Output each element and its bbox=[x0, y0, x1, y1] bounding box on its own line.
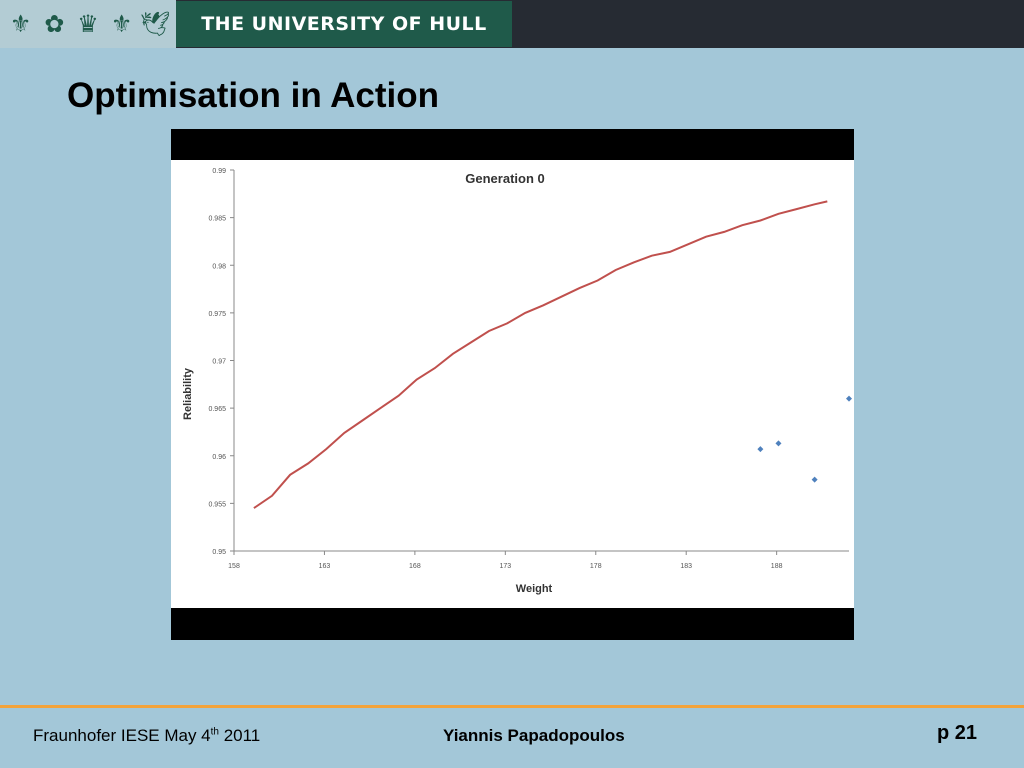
data-point bbox=[811, 476, 818, 483]
chart-ticks: 0.95 0.955 0.96 0.965 0.97 0.975 0.98 0.985 0.99… bbox=[208, 168, 782, 570]
crest-strip: ⚜ ✿ ♛ ⚜ 🕊 bbox=[0, 0, 176, 48]
x-tick-label: 178 bbox=[590, 563, 602, 570]
rose-icon: ✿ bbox=[44, 10, 65, 38]
university-logo: THE UNIVERSITY OF HULL bbox=[176, 1, 512, 47]
chart-area: 0.95 0.955 0.96 0.965 0.97 0.975 0.98 0.985 0.99… bbox=[171, 160, 854, 608]
x-tick-label: 183 bbox=[680, 563, 692, 570]
y-tick-label: 0.98 bbox=[212, 263, 226, 270]
footer-event-suffix: 2011 bbox=[218, 726, 261, 745]
bird-icon: 🕊 bbox=[140, 10, 171, 38]
x-axis-label: Weight bbox=[516, 583, 553, 595]
reliability-chart: 0.95 0.955 0.96 0.965 0.97 0.975 0.98 0.985 0.99… bbox=[182, 168, 852, 595]
footer-event-prefix: Fraunhofer IESE May 4 bbox=[33, 726, 211, 745]
university-name: THE UNIVERSITY OF HULL bbox=[201, 13, 487, 35]
y-tick-label: 0.965 bbox=[208, 406, 226, 413]
footer-event: Fraunhofer IESE May 4th 2011 bbox=[33, 726, 260, 746]
chart-title: Generation 0 bbox=[465, 171, 544, 186]
x-tick-label: 168 bbox=[409, 563, 421, 570]
y-axis-label: Reliability bbox=[182, 367, 194, 420]
y-tick-label: 0.99 bbox=[212, 168, 226, 175]
crown-icon: ♛ bbox=[77, 10, 99, 38]
y-tick-label: 0.955 bbox=[208, 501, 226, 508]
footer-divider bbox=[0, 705, 1024, 708]
x-tick-label: 163 bbox=[319, 563, 331, 570]
page-number: p 21 bbox=[937, 722, 978, 744]
x-tick-label: 173 bbox=[499, 563, 511, 570]
y-tick-label: 0.975 bbox=[208, 311, 226, 318]
header-banner: ⚜ ✿ ♛ ⚜ 🕊 THE UNIVERSITY OF HULL bbox=[0, 0, 1024, 48]
footer-author: Yiannis Papadopoulos bbox=[443, 726, 625, 745]
y-tick-label: 0.97 bbox=[212, 359, 226, 366]
chart-frame: 0.95 0.955 0.96 0.965 0.97 0.975 0.98 0.985 0.99… bbox=[171, 129, 854, 640]
y-tick-label: 0.95 bbox=[212, 549, 226, 556]
fleur-de-lis-icon: ⚜ bbox=[110, 10, 133, 38]
series-line bbox=[253, 200, 828, 509]
page-title: Optimisation in Action bbox=[67, 76, 440, 115]
footer-event-sup: th bbox=[210, 726, 219, 738]
data-point bbox=[846, 395, 852, 402]
x-tick-label: 158 bbox=[228, 563, 240, 570]
data-point bbox=[757, 446, 764, 453]
x-tick-label: 188 bbox=[771, 563, 783, 570]
y-tick-label: 0.96 bbox=[212, 454, 226, 461]
crest-icon: ⚜ bbox=[9, 10, 32, 38]
y-tick-label: 0.985 bbox=[208, 216, 226, 223]
chart-series bbox=[253, 200, 852, 509]
chart-axes bbox=[233, 170, 849, 552]
data-point bbox=[775, 440, 782, 447]
